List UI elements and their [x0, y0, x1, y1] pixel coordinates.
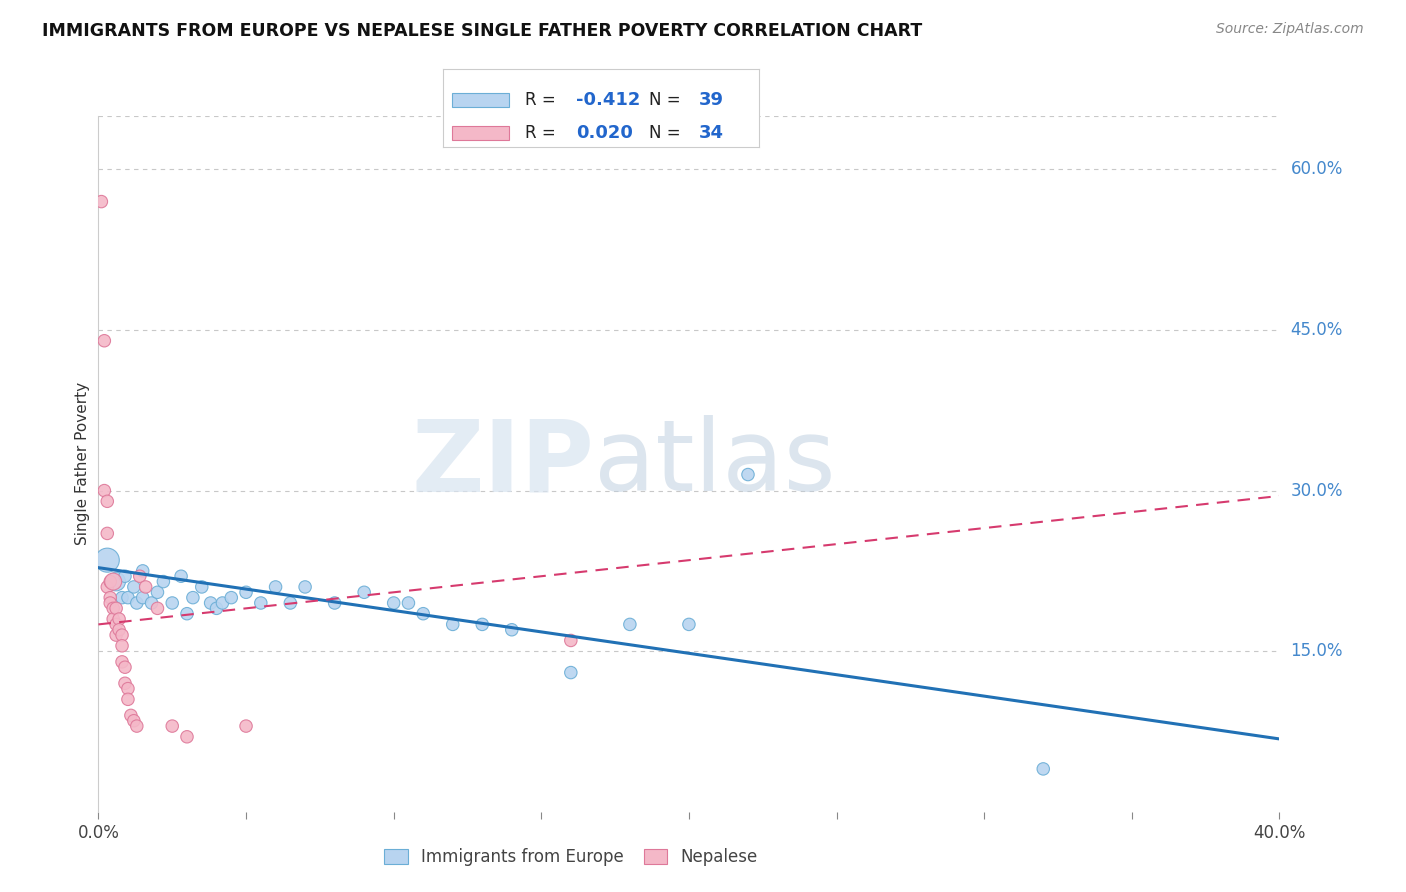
Point — [412, 607, 434, 621]
Point — [114, 660, 136, 674]
Point — [108, 612, 131, 626]
Point — [125, 719, 148, 733]
Point — [146, 585, 169, 599]
Point — [141, 596, 163, 610]
Point — [323, 596, 346, 610]
Point — [117, 591, 139, 605]
Point — [108, 623, 131, 637]
Point — [353, 585, 375, 599]
Point — [93, 334, 115, 348]
Point — [98, 574, 121, 589]
Point — [103, 612, 125, 626]
Point — [1032, 762, 1054, 776]
Bar — [453, 93, 509, 107]
Point — [170, 569, 193, 583]
Point — [96, 526, 118, 541]
Point — [105, 628, 128, 642]
Point — [114, 569, 136, 583]
Point — [191, 580, 214, 594]
Point — [200, 596, 222, 610]
Text: Source: ZipAtlas.com: Source: ZipAtlas.com — [1216, 22, 1364, 37]
Text: R =: R = — [526, 91, 561, 109]
Point — [211, 596, 233, 610]
Point — [235, 585, 257, 599]
Point — [111, 591, 134, 605]
Point — [117, 692, 139, 706]
Point — [105, 601, 128, 615]
Point — [111, 628, 134, 642]
Text: 60.0%: 60.0% — [1291, 161, 1343, 178]
Point — [96, 580, 118, 594]
Text: atlas: atlas — [595, 416, 837, 512]
Point — [122, 714, 145, 728]
Text: 39: 39 — [699, 91, 724, 109]
Point — [98, 591, 121, 605]
Point — [619, 617, 641, 632]
Point — [382, 596, 405, 610]
Point — [250, 596, 273, 610]
Point — [125, 596, 148, 610]
Text: 45.0%: 45.0% — [1291, 321, 1343, 339]
Text: 0.020: 0.020 — [576, 124, 633, 142]
Point — [441, 617, 464, 632]
Text: IMMIGRANTS FROM EUROPE VS NEPALESE SINGLE FATHER POVERTY CORRELATION CHART: IMMIGRANTS FROM EUROPE VS NEPALESE SINGL… — [42, 22, 922, 40]
Point — [294, 580, 316, 594]
Text: N =: N = — [648, 124, 685, 142]
Point — [152, 574, 174, 589]
Text: 34: 34 — [699, 124, 724, 142]
Point — [396, 596, 419, 610]
Point — [737, 467, 759, 482]
Point — [93, 483, 115, 498]
Point — [128, 569, 150, 583]
Legend: Immigrants from Europe, Nepalese: Immigrants from Europe, Nepalese — [377, 842, 765, 873]
Text: -0.412: -0.412 — [576, 91, 640, 109]
Point — [560, 633, 582, 648]
Point — [105, 574, 128, 589]
Point — [146, 601, 169, 615]
Point — [96, 553, 118, 567]
Point — [162, 596, 183, 610]
Point — [90, 194, 112, 209]
Text: 15.0%: 15.0% — [1291, 642, 1343, 660]
Point — [235, 719, 257, 733]
Point — [501, 623, 523, 637]
Text: N =: N = — [648, 91, 685, 109]
Point — [132, 591, 155, 605]
Point — [264, 580, 287, 594]
Point — [471, 617, 494, 632]
Point — [120, 708, 142, 723]
Bar — [453, 126, 509, 140]
Point — [122, 580, 145, 594]
Point — [103, 601, 125, 615]
Point — [96, 494, 118, 508]
Point — [560, 665, 582, 680]
Point — [111, 655, 134, 669]
Point — [205, 601, 228, 615]
Text: R =: R = — [526, 124, 561, 142]
Text: 30.0%: 30.0% — [1291, 482, 1343, 500]
Point — [132, 564, 155, 578]
Point — [105, 617, 128, 632]
Point — [135, 580, 157, 594]
Point — [114, 676, 136, 690]
Point — [103, 574, 125, 589]
Point — [176, 730, 198, 744]
Point — [176, 607, 198, 621]
Point — [181, 591, 204, 605]
Point — [98, 596, 121, 610]
Point — [219, 591, 242, 605]
Point — [162, 719, 183, 733]
Point — [678, 617, 700, 632]
Point — [111, 639, 134, 653]
Point — [278, 596, 302, 610]
Text: ZIP: ZIP — [412, 416, 595, 512]
Point — [117, 681, 139, 696]
Y-axis label: Single Father Poverty: Single Father Poverty — [75, 383, 90, 545]
